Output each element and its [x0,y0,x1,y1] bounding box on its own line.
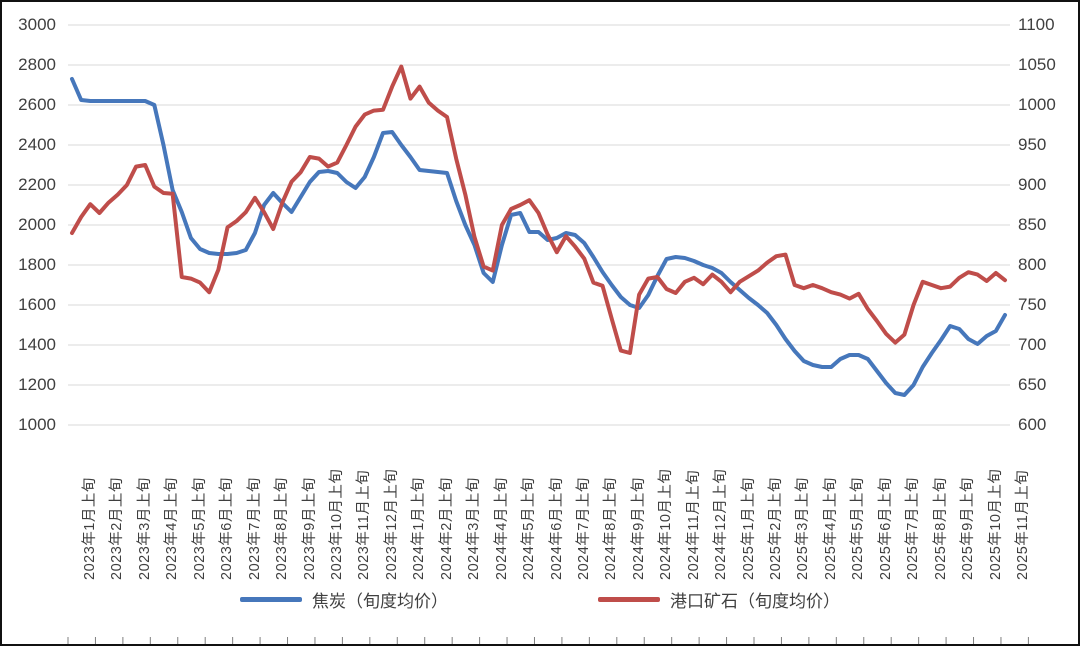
right-axis-tick-label: 700 [1018,335,1047,354]
x-axis-tick-label: 2024年6月上旬 [548,477,565,580]
x-axis-tick-label: 2025年2月上旬 [768,477,785,580]
x-axis-tick-label: 2025年7月上旬 [905,477,922,580]
left-axis-tick-label: 1600 [18,295,56,314]
left-axis-tick-label: 3000 [18,15,56,34]
x-axis-tick-label: 2025年11月上旬 [1015,469,1031,580]
x-axis-tick-label: 2025年5月上旬 [850,477,867,580]
legend-line-marker [598,597,660,602]
x-axis-tick-label: 2023年3月上旬 [136,477,153,580]
right-axis-tick-label: 850 [1018,215,1047,234]
x-axis-tick-label: 2024年9月上旬 [630,477,647,580]
left-axis-tick-label: 2200 [18,175,56,194]
x-axis-tick-label: 2023年6月上旬 [219,477,236,580]
x-axis-tick-label: 2023年1月上旬 [82,477,98,580]
right-axis-tick-label: 1100 [1018,15,1055,34]
x-axis-tick-label: 2024年7月上旬 [575,477,592,580]
left-axis-tick-label: 2400 [18,135,56,154]
right-axis-tick-label: 600 [1018,415,1047,434]
right-axis-tick-label: 800 [1018,255,1047,274]
right-axis-tick-label: 650 [1018,375,1047,394]
x-axis-tick-label: 2024年11月上旬 [685,469,702,580]
x-axis-tick-label: 2023年10月上旬 [328,468,345,580]
x-axis-tick-label: 2025年6月上旬 [877,477,894,580]
x-axis-tick-label: 2024年1月上旬 [411,477,428,580]
left-axis-tick-label: 1400 [18,335,56,354]
iron-ore-price-line [70,64,1007,355]
right-axis-tick-label: 750 [1018,295,1047,314]
x-axis-tick-label: 2024年2月上旬 [438,477,455,580]
x-axis-tick-label: 2024年4月上旬 [493,477,510,580]
left-axis-tick-label: 2800 [18,55,56,74]
x-axis-tick-label: 2025年10月上旬 [987,468,1004,580]
x-axis-tick-label: 2024年5月上旬 [521,477,538,580]
x-axis-tick-label: 2025年9月上旬 [960,477,977,580]
x-axis-tick-label: 2023年11月上旬 [356,469,373,580]
x-axis-tick-label: 2023年5月上旬 [191,477,208,580]
x-axis-tick-label: 2024年10月上旬 [658,468,675,580]
left-axis-tick-label: 2600 [18,95,56,114]
right-axis-tick-label: 1050 [1018,55,1056,74]
x-axis-tick-label: 2024年8月上旬 [603,477,620,580]
x-axis-tick-label: 2023年9月上旬 [301,477,318,580]
x-axis-tick-label: 2023年7月上旬 [246,477,263,580]
right-axis-tick-label: 1000 [1018,95,1056,114]
left-axis-tick-label: 1200 [18,375,56,394]
coke-price-line [70,77,1007,397]
x-axis-tick-label: 2024年3月上旬 [466,477,483,580]
x-axis-tick-label: 2025年3月上旬 [795,477,812,580]
right-axis-tick-label: 900 [1018,175,1047,194]
x-axis-tick-label: 2025年1月上旬 [740,477,757,580]
legend-line-marker [240,597,302,602]
x-axis-tick-label: 2023年8月上旬 [274,477,291,580]
legend-label: 焦炭（旬度均价） [312,592,448,611]
x-axis-tick-label: 2025年4月上旬 [822,477,839,580]
x-axis-tick-label: 2025年8月上旬 [932,477,949,580]
left-axis-tick-label: 1000 [18,415,56,434]
chart-legend: 焦炭（旬度均价） 港口矿石（旬度均价） [2,587,1078,612]
x-axis-tick-label: 2024年12月上旬 [713,468,730,580]
left-axis-tick-label: 1800 [18,255,56,274]
legend-label: 港口矿石（旬度均价） [670,592,840,611]
x-axis-tick-label: 2023年4月上旬 [164,477,181,580]
x-axis-tick-label: 2023年2月上旬 [109,477,126,580]
left-axis-tick-label: 2000 [18,215,56,234]
legend-item-coke[interactable]: 焦炭（旬度均价） [240,587,448,612]
x-axis-tick-label: 2023年12月上旬 [383,468,400,580]
legend-item-iron-ore[interactable]: 港口矿石（旬度均价） [598,587,840,612]
right-axis-tick-label: 950 [1018,135,1047,154]
